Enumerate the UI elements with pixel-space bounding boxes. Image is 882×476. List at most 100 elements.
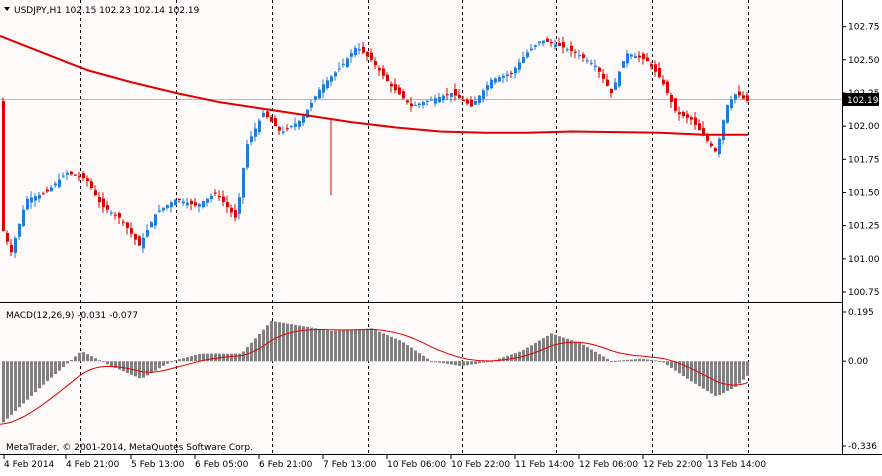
- candle-body: [374, 61, 377, 66]
- candle-body: [486, 85, 489, 91]
- macd-bar: [174, 360, 177, 362]
- candle-body: [542, 40, 545, 44]
- macd-bar: [598, 354, 601, 362]
- macd-bar: [678, 361, 681, 374]
- macd-bar: [510, 354, 513, 362]
- candle-body: [730, 99, 733, 109]
- candle-body: [222, 196, 225, 202]
- candle-body: [582, 54, 585, 58]
- macd-bar: [550, 333, 553, 362]
- candle-body: [54, 183, 57, 186]
- macd-bar: [514, 353, 517, 362]
- candle-body: [514, 67, 517, 74]
- macd-bar: [658, 360, 661, 362]
- macd-bar: [438, 361, 441, 363]
- macd-bar: [618, 360, 621, 362]
- macd-tick-label: 0.00: [848, 357, 868, 367]
- macd-bar: [462, 361, 465, 366]
- candle-body: [94, 190, 97, 196]
- current-price-tag: 102.19: [843, 93, 879, 106]
- candle-body: [670, 94, 673, 102]
- time-tick-label: 10 Feb 22:00: [451, 460, 510, 470]
- candle-body: [146, 229, 149, 237]
- candle-body: [38, 194, 41, 199]
- macd-bar: [126, 361, 129, 373]
- candle-body: [446, 94, 449, 96]
- macd-bar: [34, 361, 37, 393]
- candle-body: [442, 95, 445, 101]
- candle-body: [746, 95, 749, 101]
- time-tick-label: 4 Feb 2014: [4, 460, 55, 470]
- macd-bar: [606, 358, 609, 362]
- macd-bar: [66, 361, 69, 364]
- macd-bar: [398, 340, 401, 362]
- candle-body: [390, 83, 393, 87]
- macd-bar: [70, 359, 73, 362]
- macd-bar: [586, 347, 589, 362]
- macd-bar: [162, 361, 165, 366]
- macd-bar: [214, 353, 217, 362]
- candle-body: [178, 198, 181, 201]
- macd-bar: [622, 360, 625, 362]
- candle-body: [618, 71, 621, 87]
- candle-body: [86, 178, 89, 181]
- macd-bar: [526, 347, 529, 362]
- time-tick-label: 12 Feb 06:00: [579, 460, 638, 470]
- macd-pane[interactable]: [0, 304, 842, 454]
- candle-body: [162, 207, 165, 211]
- macd-bar: [170, 361, 173, 363]
- macd-bar: [394, 338, 397, 362]
- candle-body: [10, 244, 13, 253]
- macd-bar: [238, 353, 241, 362]
- macd-bar: [690, 361, 693, 382]
- candle-body: [490, 79, 493, 89]
- candle-body: [438, 96, 441, 103]
- candle-body: [518, 62, 521, 70]
- candle-body: [306, 109, 309, 118]
- chart-title: USDJPY,H1 102.15 102.23 102.14 102.19: [14, 6, 200, 16]
- macd-bar: [698, 361, 701, 387]
- macd-axis: 0.195 0.00 -0.336: [842, 308, 877, 452]
- macd-bar: [614, 360, 617, 362]
- candle-body: [686, 114, 689, 118]
- candle-body: [646, 57, 649, 62]
- macd-bar: [482, 361, 485, 363]
- macd-bar: [314, 328, 317, 362]
- candle-body: [50, 187, 53, 192]
- price-tick-label: 102.00: [848, 122, 880, 132]
- price-tick-label: 102.75: [848, 23, 880, 33]
- candle-body: [474, 100, 477, 105]
- candle-body: [662, 79, 665, 85]
- candle-body: [494, 78, 497, 83]
- candle-body: [82, 173, 85, 179]
- candle-body: [594, 65, 597, 68]
- candle-body: [138, 236, 141, 246]
- candle-body: [722, 120, 725, 141]
- candle-body: [430, 99, 433, 101]
- macd-bar: [674, 361, 677, 371]
- candle-body: [58, 179, 61, 187]
- macd-title: MACD(12,26,9) -0.031 -0.077: [6, 311, 138, 321]
- candle-body: [418, 103, 421, 106]
- candle-body: [2, 101, 5, 231]
- candle-body: [90, 181, 93, 189]
- candle-body: [366, 52, 369, 57]
- macd-bar: [638, 358, 641, 362]
- macd-bar: [402, 342, 405, 362]
- price-pane[interactable]: [0, 0, 842, 302]
- candle-body: [690, 117, 693, 120]
- macd-bar: [210, 353, 213, 362]
- macd-bar: [138, 361, 141, 379]
- candle-body: [682, 112, 685, 116]
- candle-body: [150, 222, 153, 228]
- candle-body: [398, 87, 401, 95]
- macd-bar: [578, 342, 581, 362]
- candle-body: [214, 192, 217, 194]
- macd-histogram: [2, 320, 749, 423]
- candle-body: [278, 127, 281, 131]
- macd-bar: [546, 335, 549, 362]
- candle-body: [598, 67, 601, 72]
- macd-bar: [254, 338, 257, 362]
